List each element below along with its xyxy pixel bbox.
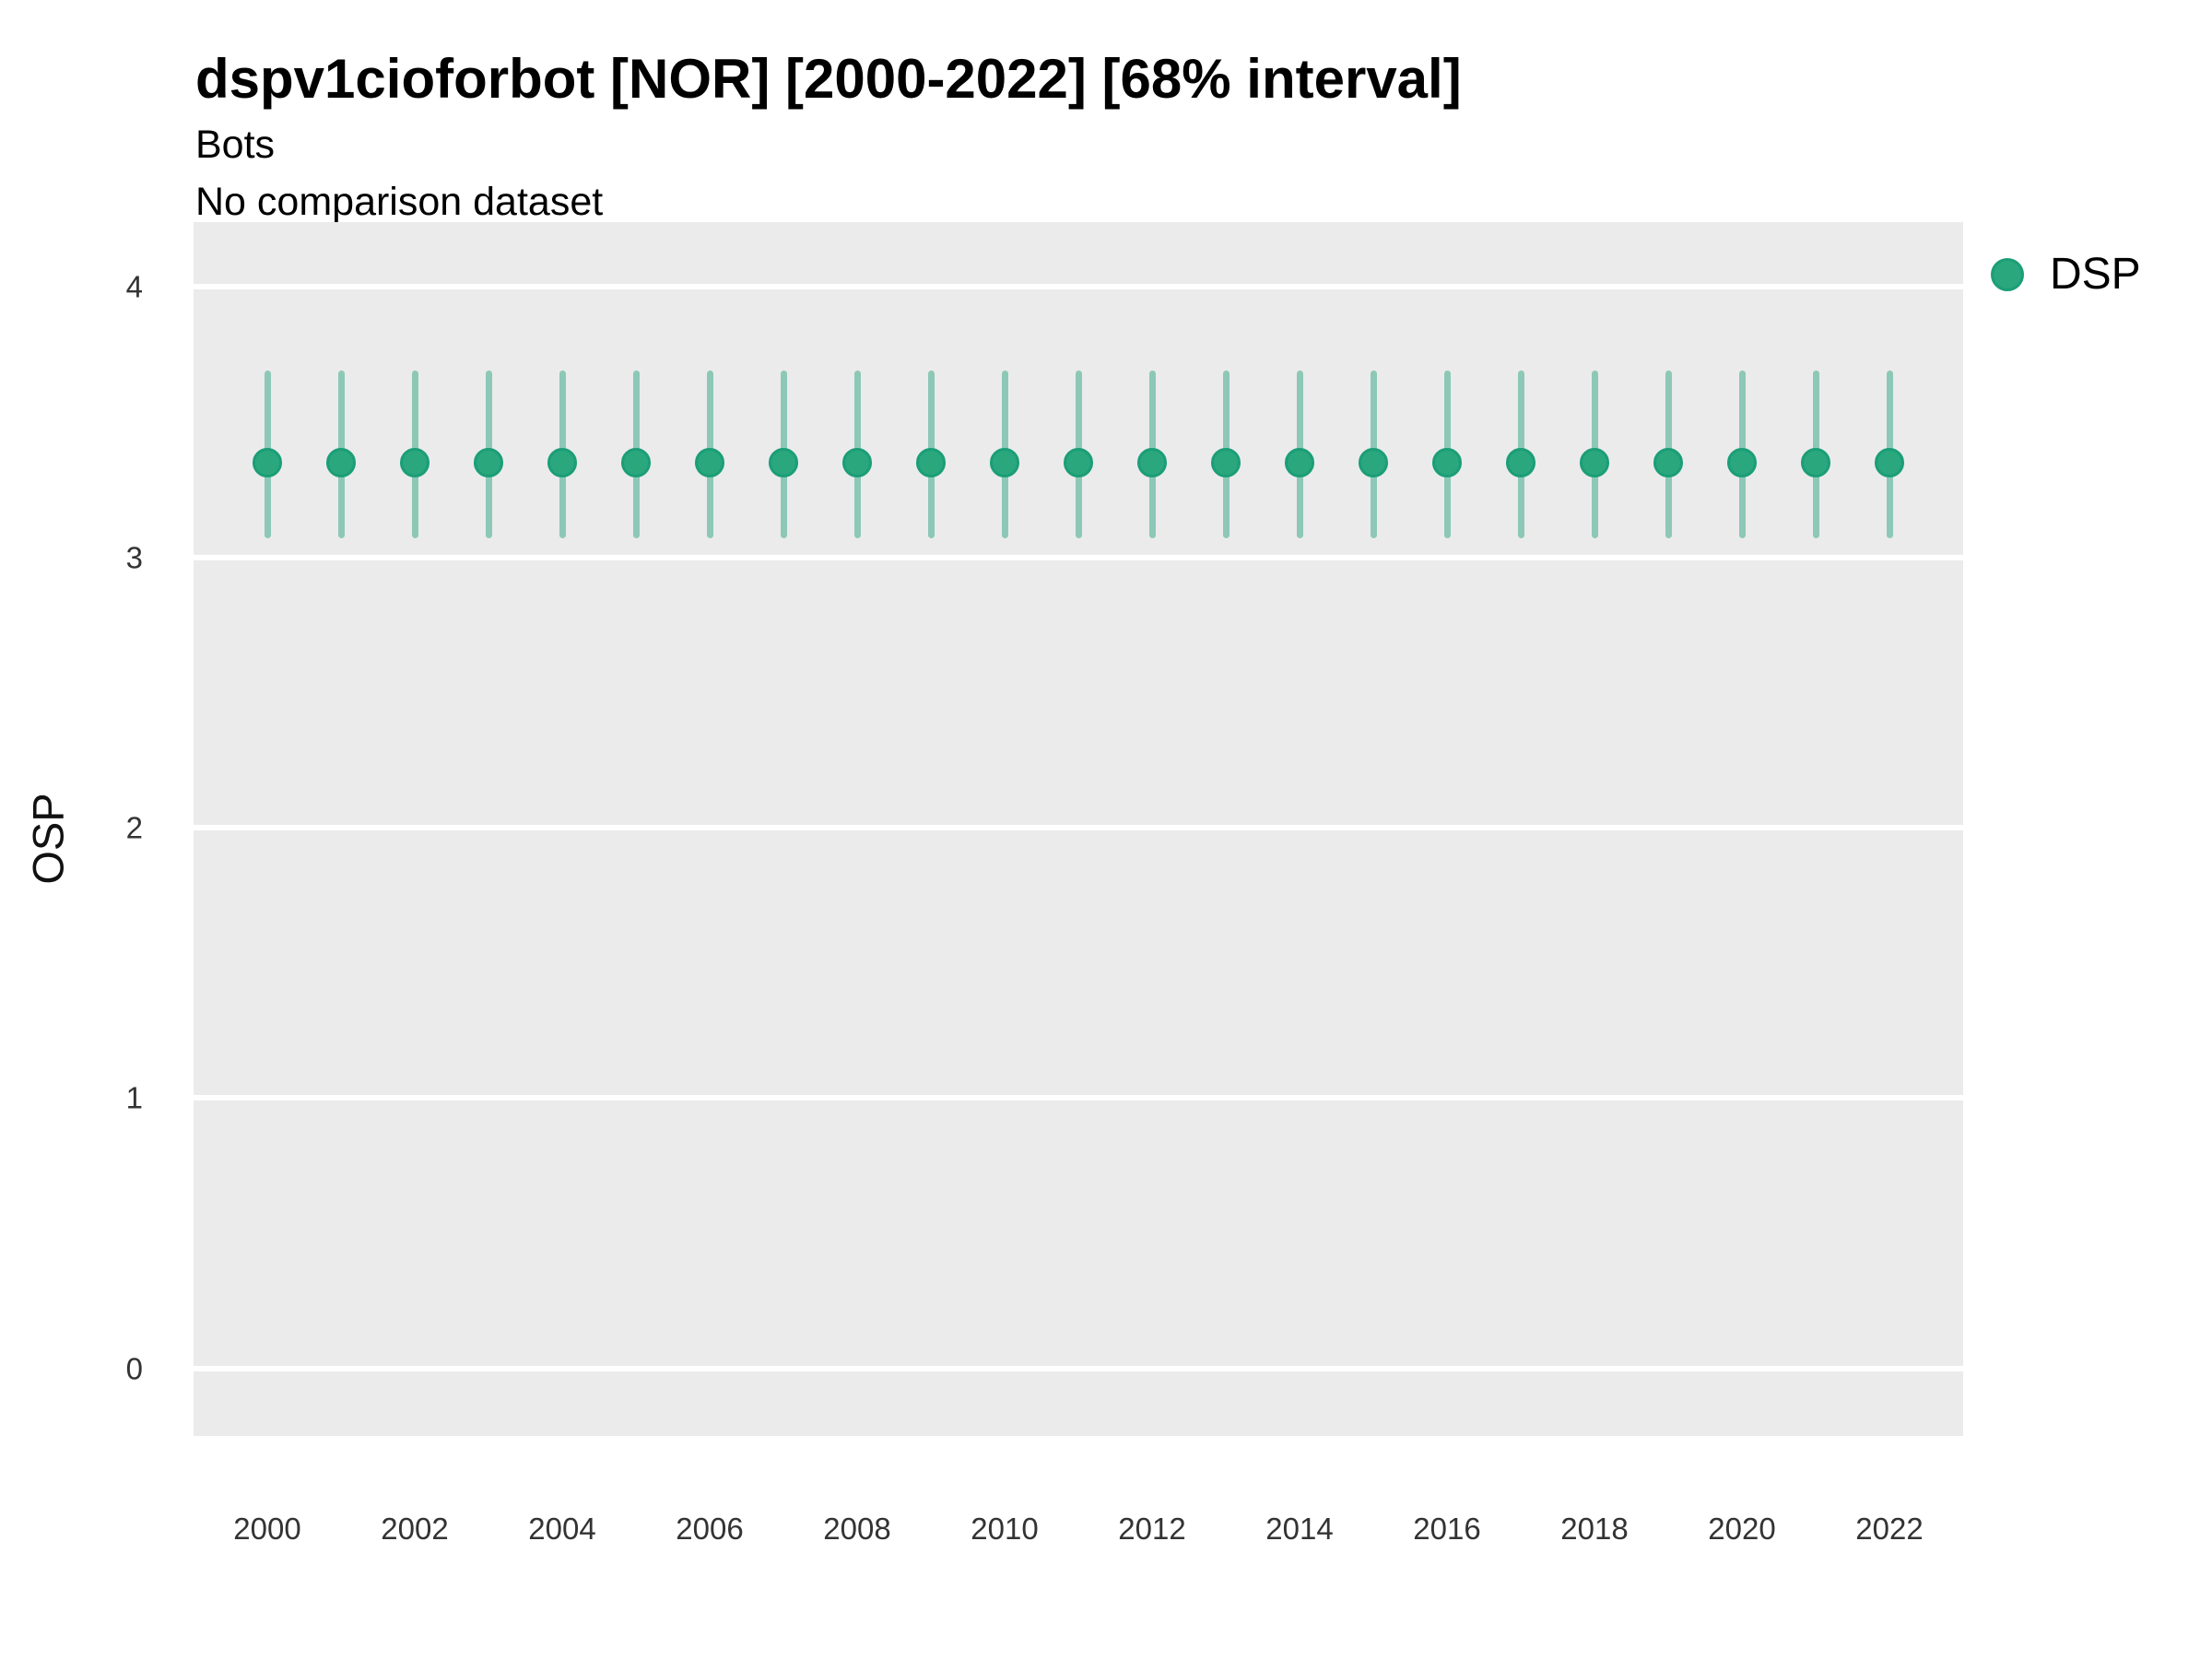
data-point	[842, 448, 872, 478]
data-point	[695, 448, 724, 478]
y-gridline	[194, 554, 1963, 560]
x-tick-label: 2008	[823, 1512, 891, 1546]
y-gridline	[194, 1365, 1963, 1371]
x-tick-label: 2016	[1413, 1512, 1481, 1546]
legend-label: DSP	[2050, 250, 2141, 299]
data-point	[253, 448, 282, 478]
data-point	[1285, 448, 1314, 478]
x-tick-label: 2014	[1265, 1512, 1334, 1546]
data-point	[1653, 448, 1683, 478]
y-gridline	[194, 1095, 1963, 1101]
data-point	[1064, 448, 1093, 478]
y-tick-label: 1	[125, 1080, 143, 1115]
y-gridline	[194, 825, 1963, 831]
data-point	[1359, 448, 1388, 478]
x-tick-label: 2012	[1118, 1512, 1186, 1546]
data-point	[769, 448, 798, 478]
data-point	[1137, 448, 1167, 478]
x-tick-label: 2010	[971, 1512, 1039, 1546]
x-tick-label: 2004	[528, 1512, 596, 1546]
chart-subtitle: Bots	[195, 123, 276, 167]
data-point	[474, 448, 503, 478]
y-tick-label: 3	[125, 540, 143, 575]
y-tick-label: 0	[125, 1351, 143, 1386]
data-point	[1580, 448, 1609, 478]
chart-title: dspv1cioforbot [NOR] [2000-2022] [68% in…	[195, 48, 1462, 110]
legend: DSP	[1991, 250, 2141, 299]
y-tick-label: 2	[125, 810, 143, 845]
data-point	[916, 448, 946, 478]
x-tick-label: 2000	[233, 1512, 301, 1546]
legend-point-icon	[1991, 258, 2024, 291]
data-point	[326, 448, 356, 478]
y-tick-label: 4	[125, 269, 143, 304]
plot-panel	[194, 222, 1963, 1436]
data-point	[400, 448, 429, 478]
data-point	[1211, 448, 1241, 478]
data-point	[1801, 448, 1830, 478]
data-point	[990, 448, 1019, 478]
data-point	[1727, 448, 1757, 478]
data-point	[1432, 448, 1462, 478]
comparison-dataset-note: No comparison dataset	[195, 180, 604, 224]
data-point	[547, 448, 577, 478]
x-tick-label: 2022	[1855, 1512, 1924, 1546]
x-tick-label: 2020	[1708, 1512, 1776, 1546]
x-tick-label: 2018	[1560, 1512, 1629, 1546]
x-tick-label: 2002	[381, 1512, 449, 1546]
data-point	[1506, 448, 1535, 478]
x-tick-label: 2006	[676, 1512, 744, 1546]
data-point	[621, 448, 651, 478]
y-gridline	[194, 284, 1963, 290]
data-point	[1875, 448, 1904, 478]
